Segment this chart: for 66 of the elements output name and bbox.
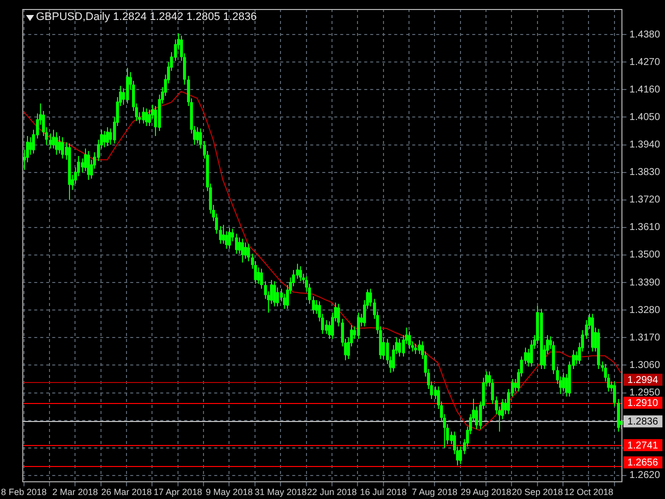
y-tick-label: 1.3610	[629, 222, 660, 234]
ref-line-label: 1.2910	[627, 398, 658, 410]
x-tick-label: 31 May 2018	[254, 487, 307, 498]
y-tick-label: 1.2620	[629, 470, 660, 482]
y-tick-label: 1.3500	[629, 250, 660, 261]
y-tick-label: 1.4270	[629, 56, 660, 68]
x-tick-label: 17 Apr 2018	[154, 487, 202, 498]
candlestick	[61, 136, 64, 160]
y-tick-label: 1.4050	[629, 112, 660, 123]
candlestick	[414, 343, 417, 354]
candlestick	[145, 108, 148, 126]
candlestick	[296, 263, 299, 280]
y-tick-label: 1.3390	[629, 277, 660, 288]
candlestick	[228, 226, 231, 250]
candlestick	[142, 106, 145, 124]
candlestick	[241, 238, 244, 264]
candlestick	[196, 126, 199, 144]
y-tick-label: 1.2950	[629, 388, 660, 399]
candlestick	[55, 132, 58, 156]
candlestick	[357, 312, 360, 340]
ref-line-label: 1.2994	[627, 375, 658, 386]
ref-line-label: 1.2656	[627, 458, 658, 469]
candlestick	[299, 266, 302, 282]
x-tick-label: 22 Jun 2018	[307, 487, 357, 498]
chart-title: GBPUSD,Daily 1.2824 1.2842 1.2805 1.2836	[36, 11, 257, 23]
candlestick	[247, 243, 250, 262]
ref-line-label: 1.2836	[627, 416, 658, 428]
candlestick	[408, 330, 411, 350]
x-tick-label: 26 Mar 2018	[101, 487, 152, 498]
candlestick	[312, 296, 315, 314]
x-tick-label: 20 Sep 2018	[512, 487, 563, 498]
y-tick-label: 1.3720	[629, 194, 660, 206]
y-tick-label: 1.4160	[629, 84, 660, 96]
candlestick	[106, 126, 109, 147]
x-tick-label: 12 Oct 2018	[564, 487, 614, 498]
x-tick-label: 16 Jul 2018	[360, 487, 407, 498]
candlestick	[369, 288, 372, 307]
x-tick-label: 29 Aug 2018	[460, 487, 512, 498]
x-tick-label: 9 May 2018	[206, 487, 253, 498]
candlestick	[235, 233, 238, 254]
candlestick	[103, 130, 106, 148]
candlestick	[58, 136, 61, 154]
y-tick-label: 1.4380	[629, 29, 660, 40]
ref-line-label: 1.2741	[627, 440, 658, 452]
candlestick	[337, 303, 340, 327]
candlestick	[398, 338, 401, 357]
candlestick	[273, 280, 276, 307]
candlestick	[244, 242, 247, 260]
candlestick	[49, 133, 52, 150]
x-tick-label: 2 Mar 2018	[52, 487, 98, 498]
candlestick	[199, 128, 202, 150]
candlestick	[562, 372, 565, 392]
y-tick-label: 1.3940	[629, 140, 660, 151]
candlestick	[613, 381, 616, 408]
candlestick	[219, 226, 222, 244]
candlestick	[260, 268, 263, 290]
candlestick	[222, 224, 225, 244]
y-tick-label: 1.3280	[629, 304, 660, 316]
y-tick-label: 1.3060	[629, 360, 660, 371]
x-tick-label: 8 Feb 2018	[1, 487, 47, 498]
y-tick-label: 1.3830	[629, 167, 660, 178]
candlestick	[459, 446, 462, 465]
x-tick-label: 7 Aug 2018	[412, 487, 458, 498]
y-tick-label: 1.3170	[629, 332, 660, 344]
candlestick	[126, 67, 129, 104]
candlestick	[87, 150, 90, 180]
